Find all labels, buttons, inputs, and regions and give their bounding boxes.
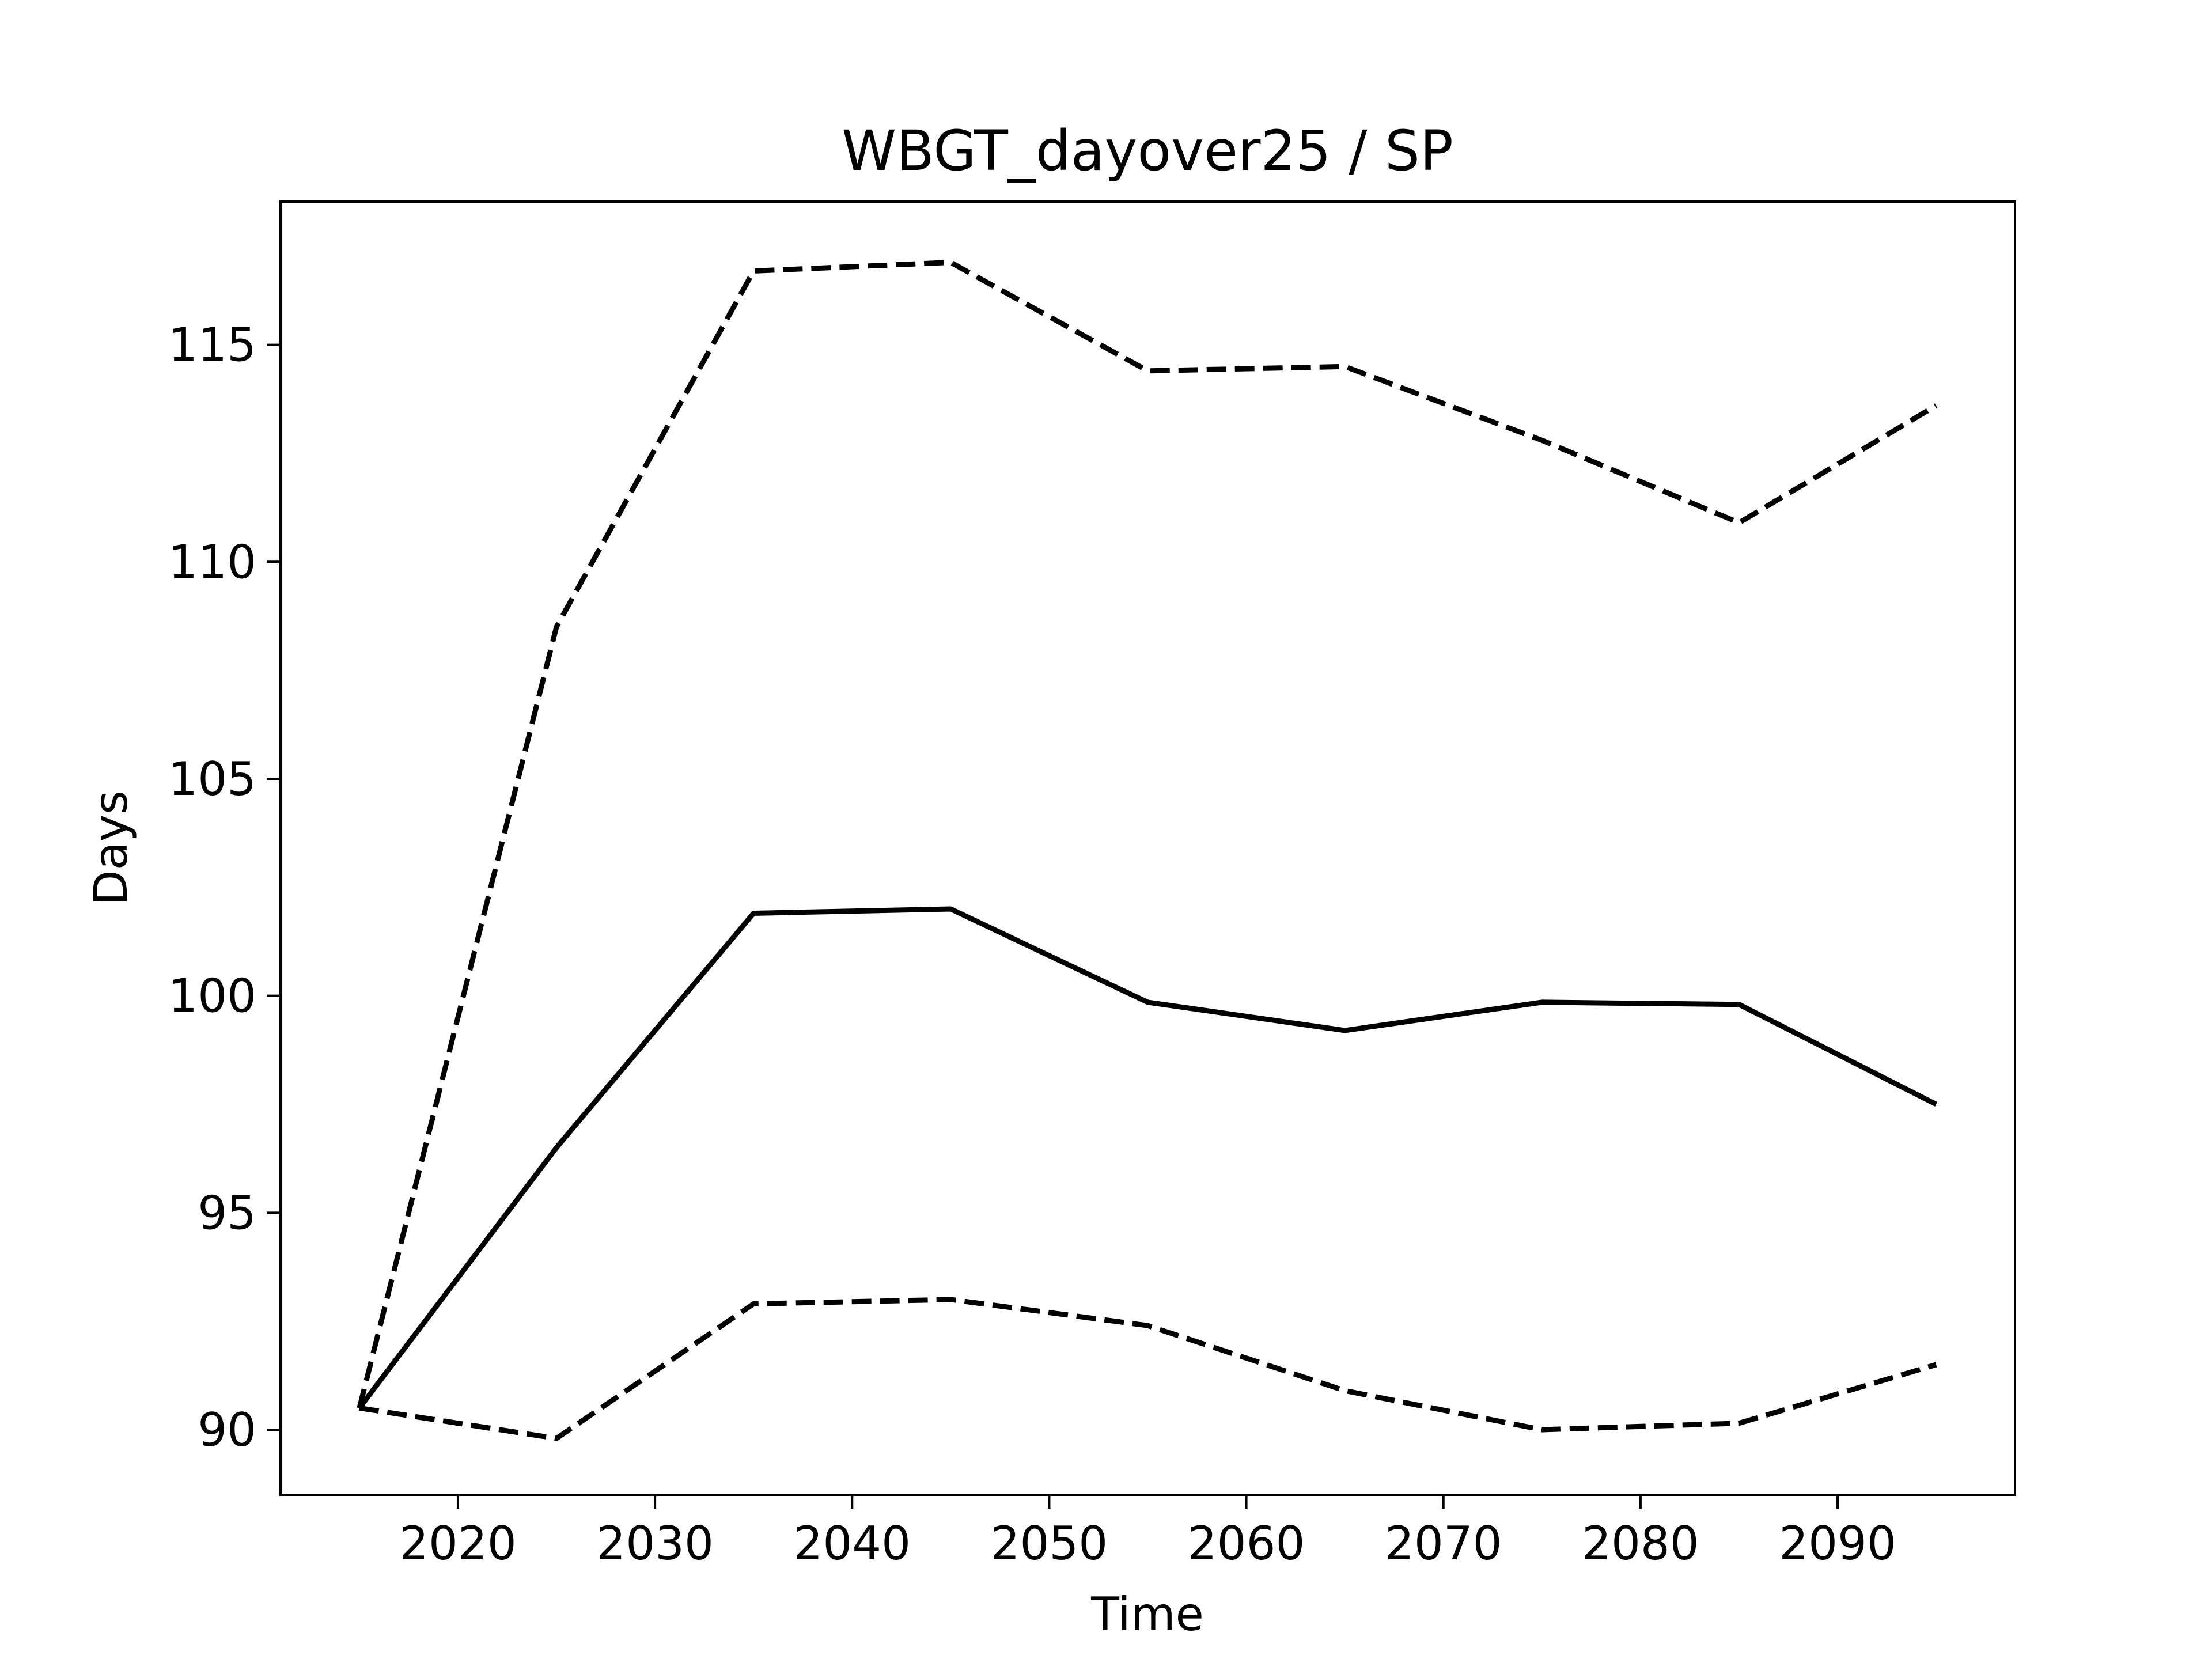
x-tick-label: 2070 <box>1385 1517 1502 1570</box>
series-line-median <box>357 906 1938 1410</box>
x-tick-label: 2080 <box>1582 1517 1699 1570</box>
x-axis-title: Time <box>1090 1588 1204 1641</box>
x-tick-label: 2090 <box>1779 1517 1896 1570</box>
series-line-lower <box>359 1297 1937 1441</box>
x-tick-label: 2050 <box>991 1517 1108 1570</box>
y-tick-label: 95 <box>198 1186 256 1240</box>
plot-frame <box>279 200 2016 1496</box>
y-axis: 90 95 100 105 110 115 <box>168 319 281 1457</box>
x-tick-label: 2020 <box>399 1517 517 1570</box>
plot-area <box>357 260 1938 1441</box>
series-line-upper <box>357 260 1938 1409</box>
y-tick-label: 110 <box>168 535 256 589</box>
y-tick-label: 100 <box>168 969 256 1023</box>
x-tick-label: 2060 <box>1188 1517 1305 1570</box>
x-tick-label: 2040 <box>793 1517 911 1570</box>
y-tick-label: 115 <box>168 319 256 372</box>
y-tick-label: 105 <box>168 752 256 806</box>
x-axis: 2020 2030 2040 2050 2060 2070 2080 2090 <box>399 1495 1896 1570</box>
chart-title: WBGT_dayover25 / SP <box>842 119 1453 183</box>
x-tick-label: 2030 <box>596 1517 714 1570</box>
y-tick-label: 90 <box>198 1403 256 1457</box>
y-axis-title: Days <box>84 790 138 906</box>
